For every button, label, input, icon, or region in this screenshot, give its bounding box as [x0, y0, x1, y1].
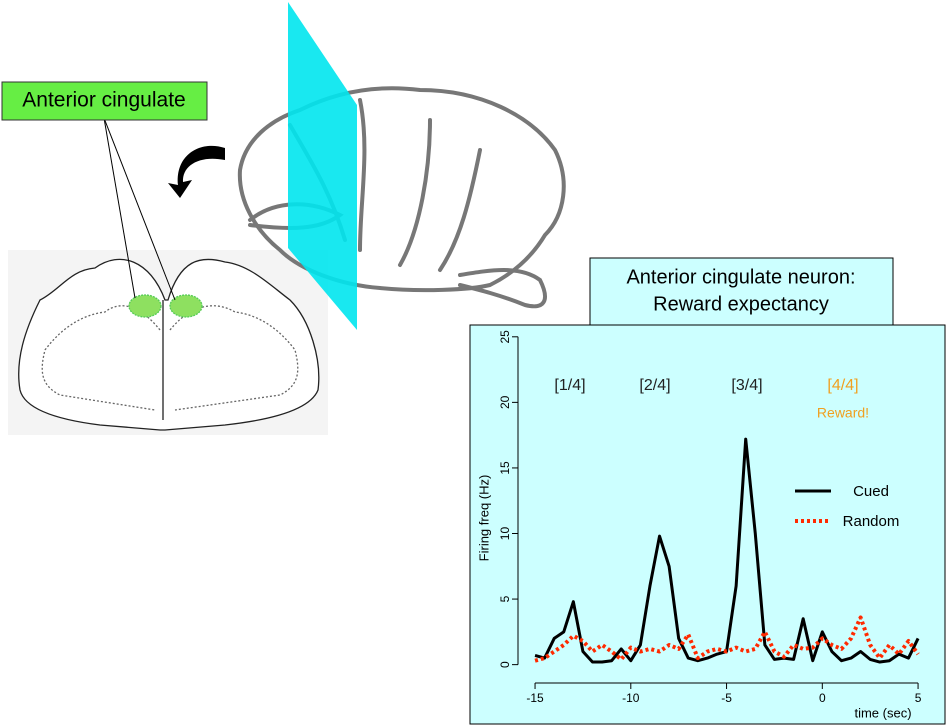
- arrow: [168, 145, 225, 198]
- x-tick-label: -15: [526, 691, 544, 705]
- annotation: Reward!: [817, 405, 869, 421]
- legend-label: Random: [843, 513, 900, 530]
- legend-label: Cued: [853, 483, 889, 500]
- x-axis-label: time (sec): [854, 705, 911, 720]
- label-box: [1, 81, 208, 121]
- leader-line: [103, 117, 176, 301]
- x-tick-label: -5: [721, 691, 732, 705]
- series-line: [534, 615, 920, 663]
- annotation: [4/4]: [827, 377, 858, 394]
- annotation: [3/4]: [731, 377, 762, 394]
- y-tick-label: 25: [498, 330, 512, 344]
- y-tick-label: 10: [498, 527, 512, 541]
- leader-line: [103, 117, 136, 299]
- coronal-section: [8, 250, 328, 435]
- annotation: [1/4]: [554, 377, 585, 394]
- y-axis-label: Firing freq (Hz): [476, 475, 491, 562]
- section-plane: [288, 2, 357, 330]
- title-box: [589, 257, 894, 326]
- x-tick-label: 5: [915, 691, 922, 705]
- y-tick-label: 0: [498, 661, 512, 668]
- chart-title: Anterior cingulate neuron:: [626, 266, 855, 288]
- brain-label: Anterior cingulate: [22, 89, 185, 112]
- y-tick-label: 5: [498, 595, 512, 602]
- x-tick-label: -10: [622, 691, 640, 705]
- x-tick-label: 0: [819, 691, 826, 705]
- y-tick-label: 15: [498, 461, 512, 475]
- annotation: [2/4]: [639, 377, 670, 394]
- chart-subtitle: Reward expectancy: [653, 293, 829, 315]
- y-tick-label: 20: [498, 395, 512, 409]
